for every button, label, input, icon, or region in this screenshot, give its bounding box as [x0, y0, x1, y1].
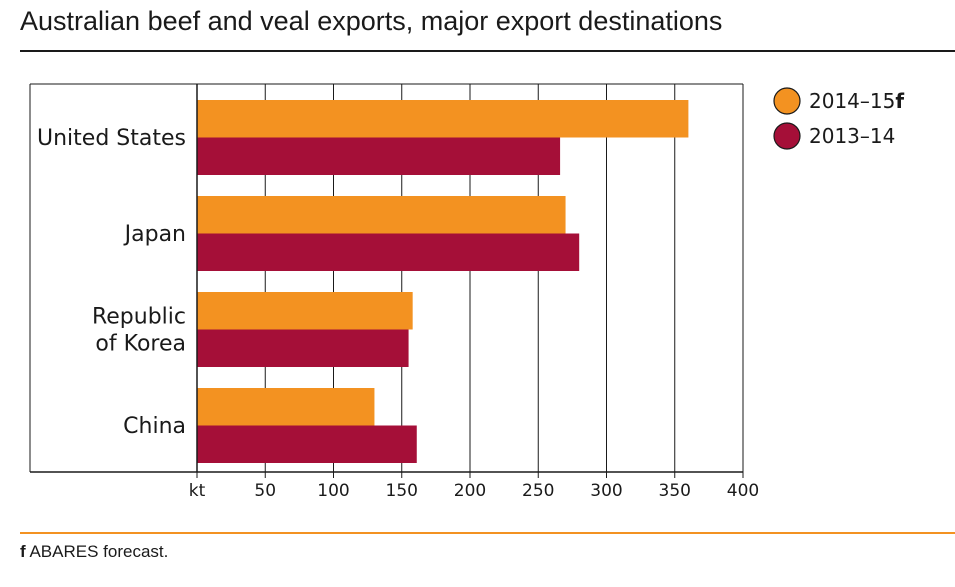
bars — [197, 100, 689, 463]
category-label: United States — [37, 126, 186, 151]
category-label-line: China — [123, 414, 186, 439]
category-label: China — [123, 414, 186, 439]
bar-forecast — [197, 196, 566, 234]
category-label-line: of Korea — [95, 332, 186, 357]
category-label-line: Japan — [123, 222, 186, 247]
bar-forecast — [197, 292, 413, 330]
bar-actual — [197, 425, 417, 463]
bar-forecast — [197, 388, 375, 426]
bar-actual — [197, 233, 580, 271]
legend-label-suffix: f — [895, 89, 904, 113]
footer-rule — [20, 532, 955, 534]
category-label-line: United States — [37, 126, 186, 151]
footnote-marker: f — [20, 542, 26, 561]
x-tick-label: 350 — [659, 481, 691, 501]
footnote: f ABARES forecast. — [20, 542, 168, 562]
bar-actual — [197, 137, 561, 175]
x-tick-label: 200 — [454, 481, 486, 501]
chart-title: Australian beef and veal exports, major … — [20, 6, 723, 36]
x-tick-label: 250 — [522, 481, 554, 501]
x-tick-label: 300 — [590, 481, 622, 501]
legend-label-text: 2014–15 — [809, 89, 895, 113]
category-label-line: Republic — [92, 305, 186, 330]
legend-label: 2014–15f — [809, 89, 904, 113]
x-tick-label: 100 — [317, 481, 349, 501]
bar-actual — [197, 329, 409, 367]
x-unit-label: kt — [189, 481, 206, 501]
x-tick-label: 150 — [386, 481, 418, 501]
title-rule — [20, 50, 955, 52]
category-labels: United States Japan Republic of Korea China — [37, 126, 186, 439]
bar-forecast — [197, 100, 689, 138]
x-tick-label: 400 — [727, 481, 759, 501]
x-tick-label: 50 — [254, 481, 276, 501]
axes — [29, 83, 744, 478]
legend-swatch — [773, 122, 801, 150]
tick-labels: kt 50 100 150 200 250 300 350 400 — [189, 481, 759, 501]
category-label: Republic of Korea — [92, 305, 186, 357]
category-label: Japan — [123, 222, 186, 247]
footnote-text: ABARES forecast. — [29, 542, 169, 561]
legend-label: 2013–14 — [809, 124, 895, 148]
legend-swatch — [773, 87, 801, 115]
legend-label-text: 2013–14 — [809, 124, 895, 148]
